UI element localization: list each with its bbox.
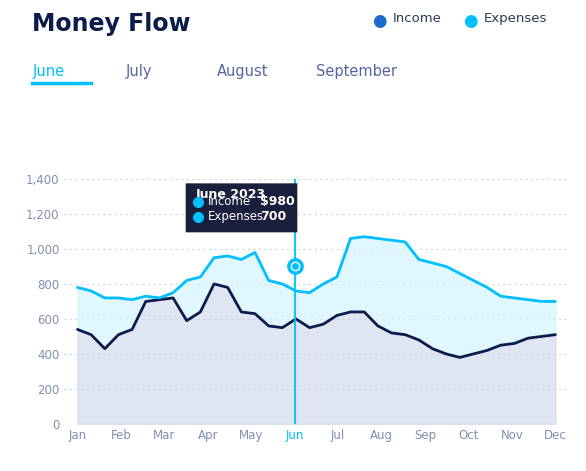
- Text: June 2023: June 2023: [196, 188, 266, 201]
- Text: August: August: [217, 64, 268, 79]
- Text: Income: Income: [208, 195, 251, 208]
- Text: Expenses: Expenses: [483, 12, 547, 25]
- Text: Income: Income: [393, 12, 441, 25]
- Text: $980: $980: [260, 195, 295, 208]
- Text: Money Flow: Money Flow: [32, 12, 190, 36]
- Text: ●: ●: [463, 12, 478, 30]
- Text: :: :: [247, 211, 251, 223]
- Text: ●: ●: [372, 12, 387, 30]
- Text: 700: 700: [260, 211, 286, 223]
- Text: July: July: [126, 64, 152, 79]
- FancyBboxPatch shape: [186, 183, 297, 232]
- Text: September: September: [316, 64, 397, 79]
- Text: :: :: [247, 195, 251, 208]
- Text: Expenses: Expenses: [208, 211, 264, 223]
- Text: June: June: [32, 64, 64, 79]
